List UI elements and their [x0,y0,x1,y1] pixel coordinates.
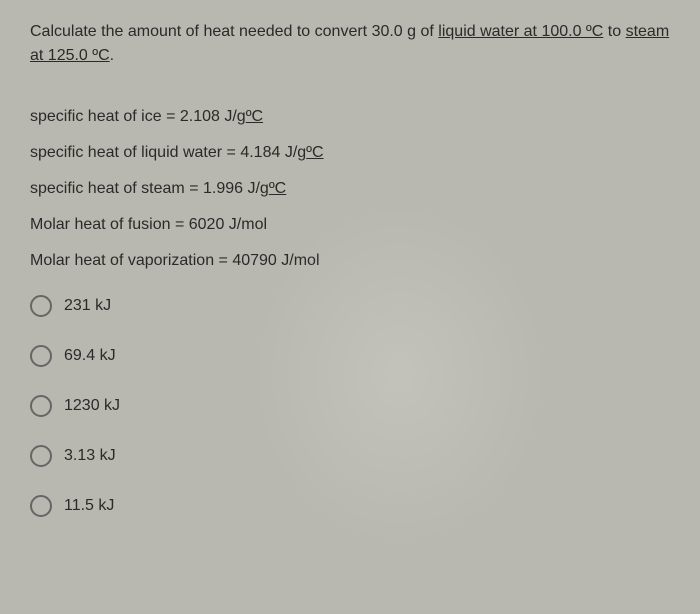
option-row[interactable]: 1230 kJ [30,395,670,417]
question-prefix: Calculate the amount of heat needed to c… [30,23,438,40]
option-label: 11.5 kJ [64,497,114,515]
data-section: specific heat of ice = 2.108 J/gºC speci… [30,108,670,270]
option-row[interactable]: 3.13 kJ [30,445,670,467]
radio-button[interactable] [30,395,52,417]
question-suffix: . [110,47,114,64]
radio-button[interactable] [30,295,52,317]
radio-button[interactable] [30,495,52,517]
option-row[interactable]: 69.4 kJ [30,345,670,367]
option-label: 1230 kJ [64,397,120,415]
option-row[interactable]: 11.5 kJ [30,495,670,517]
question-underlined-1: liquid water at 100.0 ºC [438,23,603,40]
radio-button[interactable] [30,445,52,467]
option-label: 69.4 kJ [64,347,116,365]
radio-button[interactable] [30,345,52,367]
question-prompt: Calculate the amount of heat needed to c… [30,20,670,68]
data-line: specific heat of steam = 1.996 J/gºC [30,180,670,198]
question-middle: to [608,23,626,40]
option-label: 231 kJ [64,297,111,315]
data-line: specific heat of liquid water = 4.184 J/… [30,144,670,162]
option-row[interactable]: 231 kJ [30,295,670,317]
option-label: 3.13 kJ [64,447,116,465]
options-group: 231 kJ 69.4 kJ 1230 kJ 3.13 kJ 11.5 kJ [30,295,670,517]
data-line: Molar heat of vaporization = 40790 J/mol [30,252,670,270]
data-line: specific heat of ice = 2.108 J/gºC [30,108,670,126]
data-line: Molar heat of fusion = 6020 J/mol [30,216,670,234]
